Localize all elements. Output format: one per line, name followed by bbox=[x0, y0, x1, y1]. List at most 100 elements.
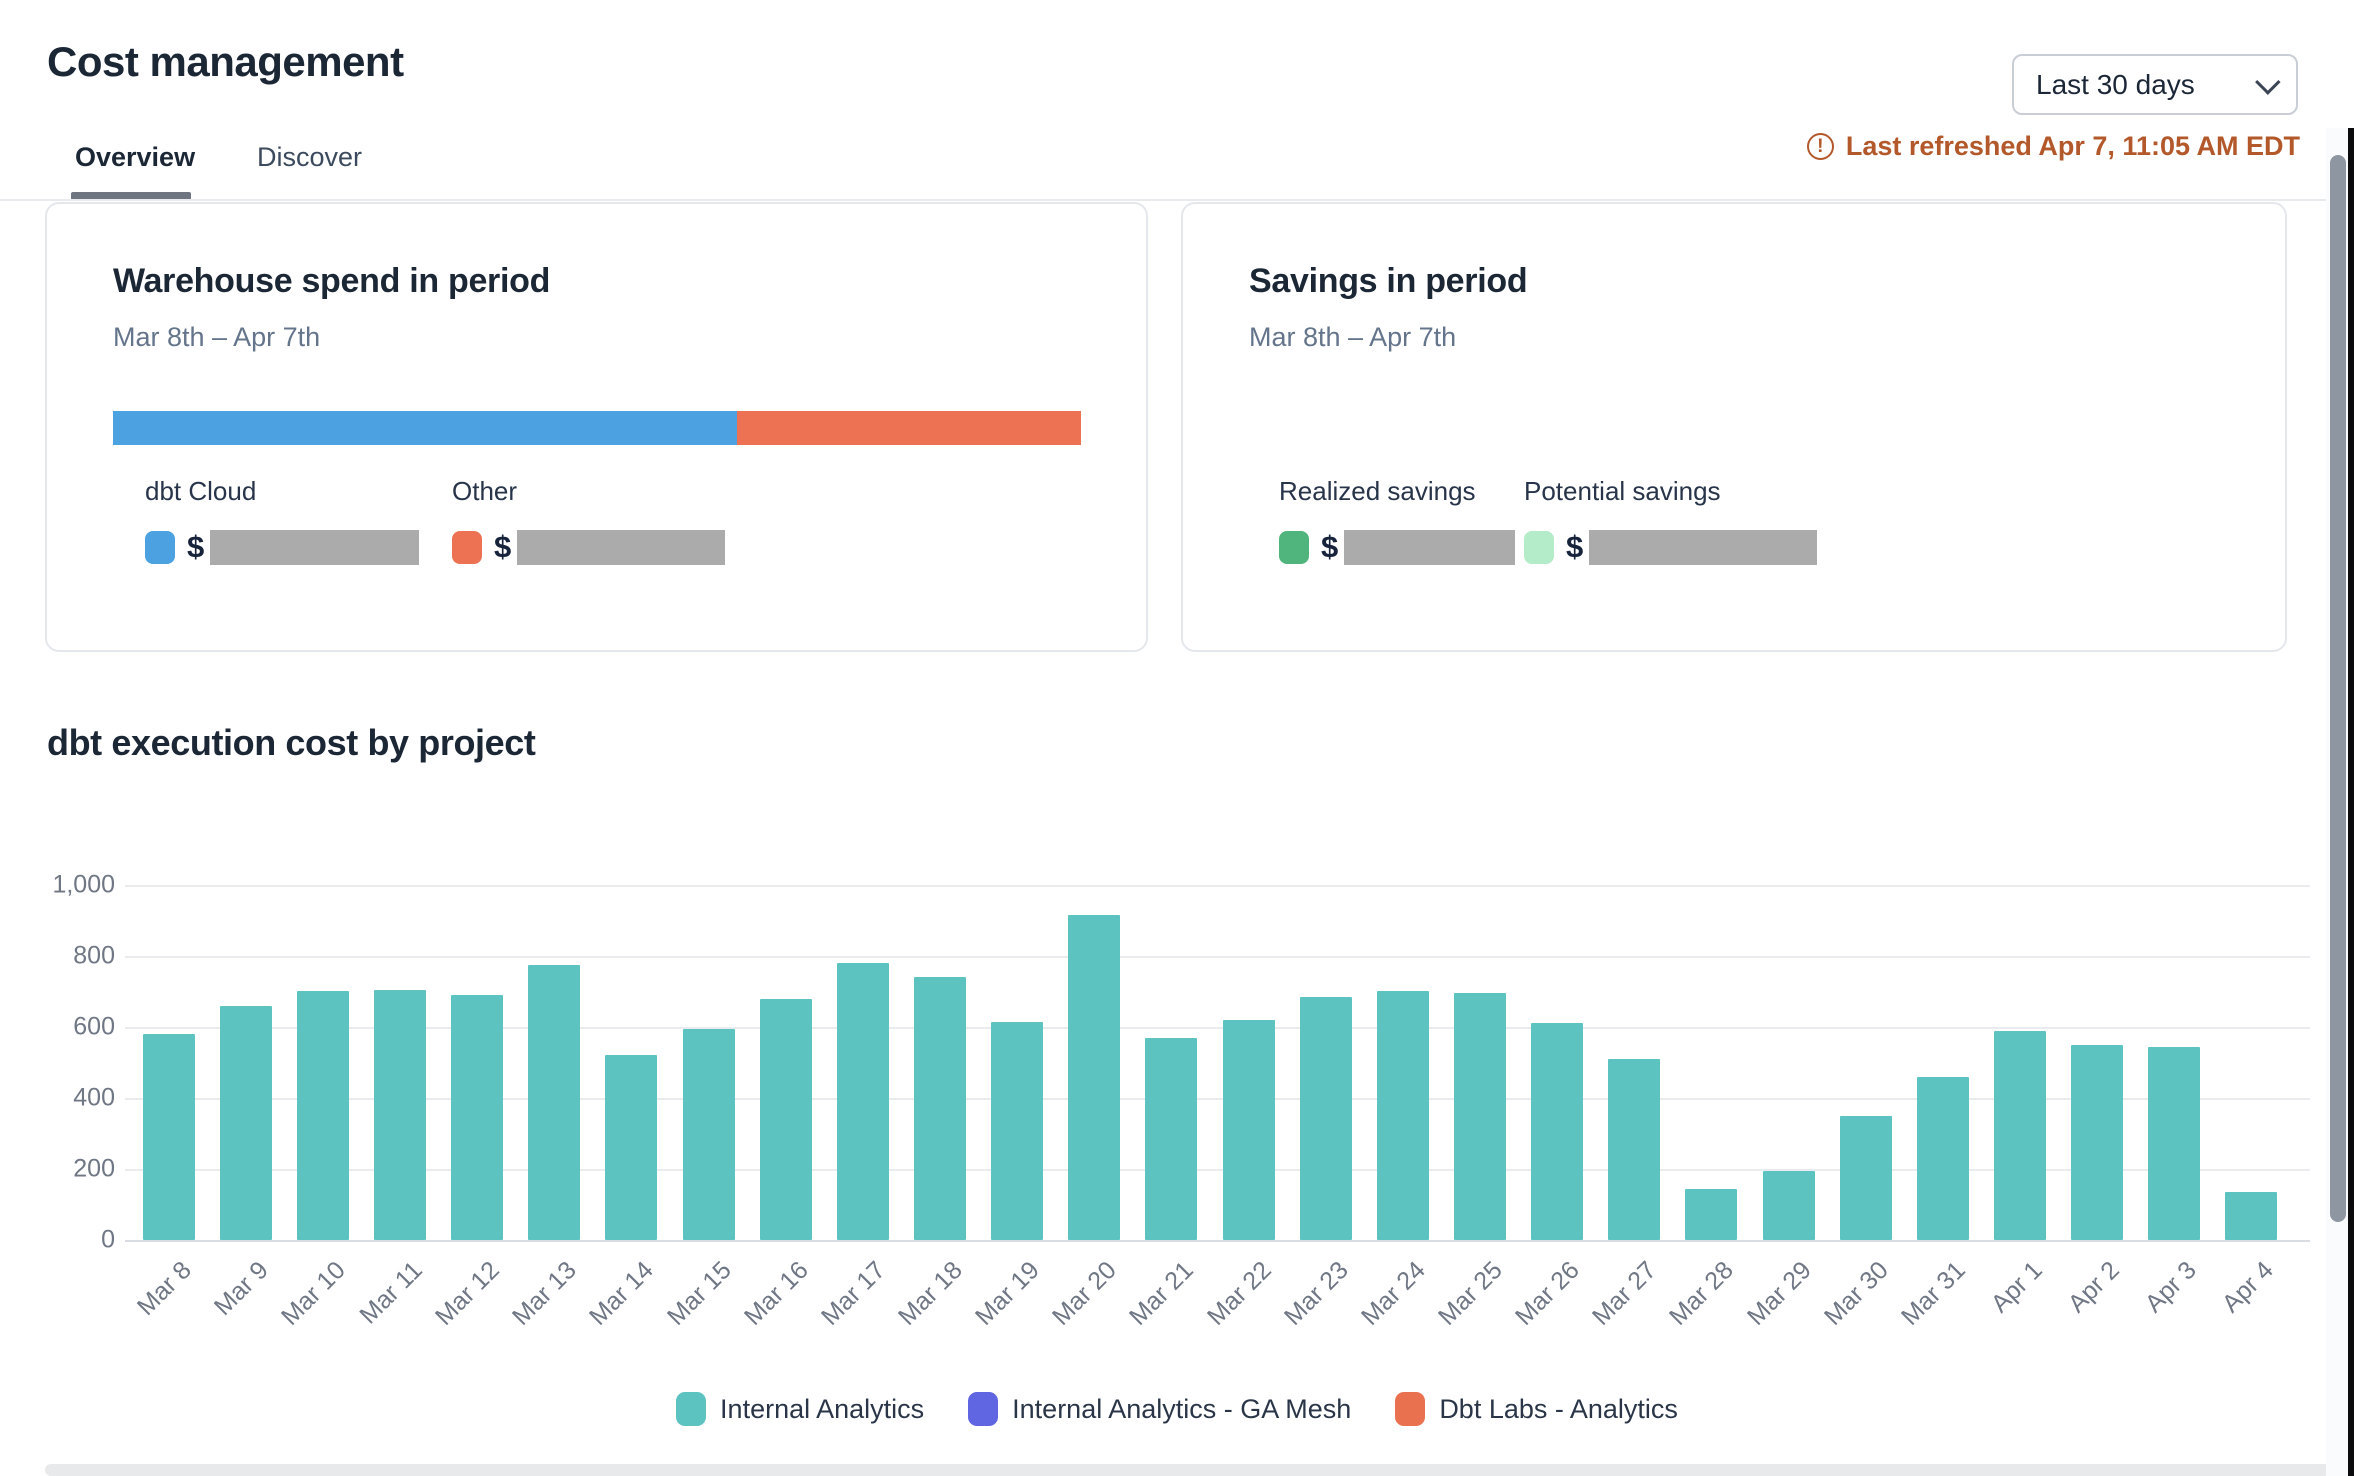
legend-label: Internal Analytics - GA Mesh bbox=[1012, 1393, 1352, 1424]
x-axis-tick-label: Mar 8 bbox=[131, 1256, 197, 1321]
bar-mar-19[interactable] bbox=[991, 1022, 1044, 1240]
x-axis-tick-label: Mar 10 bbox=[275, 1256, 351, 1331]
x-axis-tick-label: Mar 19 bbox=[970, 1256, 1045, 1331]
card-title: Warehouse spend in period bbox=[113, 262, 551, 300]
legend-swatch bbox=[968, 1392, 999, 1426]
stacked-bar-segment[interactable] bbox=[113, 411, 738, 445]
redacted-value bbox=[1589, 529, 1818, 565]
card-title: Savings in period bbox=[1249, 262, 1528, 300]
legend-swatch bbox=[1395, 1392, 1426, 1426]
y-axis-tick-label: 200 bbox=[73, 1154, 115, 1183]
dbt-cloud-swatch bbox=[145, 530, 175, 564]
bar-mar-23[interactable] bbox=[1299, 997, 1352, 1240]
kpi-label: Realized savings bbox=[1279, 476, 1476, 506]
card-date-range: Mar 8th – Apr 7th bbox=[113, 322, 321, 352]
x-axis-tick-label: Mar 17 bbox=[815, 1256, 891, 1331]
currency-symbol: $ bbox=[1566, 529, 1584, 564]
x-axis-tick-label: Mar 23 bbox=[1278, 1256, 1354, 1331]
kpi-label: Potential savings bbox=[1524, 476, 1721, 506]
currency-symbol: $ bbox=[187, 529, 205, 564]
vertical-scrollbar-thumb[interactable] bbox=[2330, 155, 2346, 1222]
bar-mar-10[interactable] bbox=[296, 991, 349, 1240]
kpi-potential-savings: Potential savings $ bbox=[1524, 476, 1818, 565]
x-axis-tick-label: Mar 11 bbox=[354, 1256, 428, 1330]
other-swatch bbox=[452, 530, 482, 564]
x-axis-tick-label: Mar 24 bbox=[1355, 1256, 1431, 1331]
alert-circle-icon: ! bbox=[1806, 133, 1834, 160]
x-axis-tick-label: Mar 29 bbox=[1741, 1256, 1817, 1331]
bar-mar-17[interactable] bbox=[836, 963, 889, 1240]
date-range-value: Last 30 days bbox=[2036, 68, 2195, 100]
y-axis-tick-label: 0 bbox=[101, 1225, 115, 1254]
x-axis-tick-label: Mar 20 bbox=[1047, 1256, 1123, 1331]
chart-legend-item[interactable]: Dbt Labs - Analytics bbox=[1395, 1392, 1678, 1426]
x-axis-tick-label: Mar 27 bbox=[1587, 1256, 1663, 1331]
y-axis-tick-label: 400 bbox=[73, 1083, 115, 1112]
kpi-label: dbt Cloud bbox=[145, 476, 257, 506]
x-axis-tick-label: Mar 30 bbox=[1818, 1256, 1894, 1331]
legend-swatch bbox=[676, 1392, 707, 1426]
warehouse-spend-card: Warehouse spend in period Mar 8th – Apr … bbox=[45, 202, 1148, 652]
x-axis-tick-label: Apr 3 bbox=[2140, 1256, 2203, 1319]
header-divider bbox=[0, 199, 2348, 201]
bar-mar-25[interactable] bbox=[1454, 993, 1506, 1240]
y-axis-tick-label: 1,000 bbox=[52, 870, 115, 899]
bar-apr-4[interactable] bbox=[2225, 1192, 2278, 1240]
spend-stacked-bar[interactable] bbox=[113, 411, 1081, 445]
horizontal-scrollbar[interactable] bbox=[45, 1464, 2330, 1476]
x-axis-tick-label: Mar 18 bbox=[892, 1256, 968, 1331]
tab-discover[interactable]: Discover bbox=[257, 142, 363, 172]
legend-label: Dbt Labs - Analytics bbox=[1439, 1393, 1678, 1424]
redacted-value bbox=[1344, 529, 1516, 565]
bar-mar-14[interactable] bbox=[605, 1055, 658, 1240]
x-axis-tick-label: Mar 31 bbox=[1895, 1256, 1971, 1331]
kpi-other: Other $ bbox=[452, 476, 726, 565]
bar-mar-28[interactable] bbox=[1685, 1189, 1738, 1240]
y-axis-tick-label: 600 bbox=[73, 1012, 115, 1041]
stacked-bar-segment[interactable] bbox=[737, 411, 1081, 445]
x-axis-tick-label: Mar 14 bbox=[584, 1256, 660, 1331]
date-range-dropdown[interactable]: Last 30 days bbox=[2012, 54, 2298, 115]
bar-mar-21[interactable] bbox=[1145, 1038, 1198, 1240]
bar-mar-29[interactable] bbox=[1762, 1171, 1815, 1240]
bar-mar-26[interactable] bbox=[1531, 1023, 1584, 1240]
gridline bbox=[125, 1169, 2310, 1171]
x-axis-tick-label: Apr 1 bbox=[1985, 1256, 2048, 1319]
chart-legend-item[interactable]: Internal Analytics bbox=[676, 1392, 924, 1426]
gridline bbox=[125, 1098, 2310, 1100]
bar-mar-18[interactable] bbox=[914, 977, 966, 1240]
potential-savings-swatch bbox=[1524, 530, 1554, 564]
redacted-value bbox=[517, 529, 726, 565]
bar-mar-24[interactable] bbox=[1376, 991, 1429, 1240]
bar-apr-3[interactable] bbox=[2148, 1047, 2201, 1240]
gridline bbox=[125, 956, 2310, 958]
bar-mar-8[interactable] bbox=[142, 1034, 195, 1240]
bar-mar-16[interactable] bbox=[759, 999, 812, 1240]
tab-overview[interactable]: Overview bbox=[75, 142, 196, 172]
realized-savings-swatch bbox=[1279, 530, 1309, 564]
bar-mar-9[interactable] bbox=[219, 1006, 272, 1240]
x-axis-tick-label: Mar 28 bbox=[1664, 1256, 1740, 1331]
x-axis-tick-label: Mar 9 bbox=[208, 1256, 274, 1321]
chart-legend: Internal Analytics Internal Analytics - G… bbox=[0, 1392, 2354, 1426]
x-axis-tick-label: Mar 15 bbox=[661, 1256, 737, 1331]
bar-mar-11[interactable] bbox=[374, 990, 426, 1240]
bar-mar-15[interactable] bbox=[682, 1029, 735, 1240]
bar-apr-2[interactable] bbox=[2071, 1045, 2124, 1240]
x-axis-tick-label: Mar 25 bbox=[1432, 1256, 1508, 1331]
bar-apr-1[interactable] bbox=[1994, 1031, 2046, 1240]
bar-mar-27[interactable] bbox=[1608, 1059, 1661, 1240]
x-axis-tick-label: Apr 4 bbox=[2217, 1256, 2280, 1319]
kpi-dbt-cloud: dbt Cloud $ bbox=[145, 476, 420, 565]
bar-mar-30[interactable] bbox=[1839, 1116, 1892, 1240]
bar-mar-22[interactable] bbox=[1222, 1020, 1275, 1240]
chart-legend-item[interactable]: Internal Analytics - GA Mesh bbox=[968, 1392, 1351, 1426]
bar-mar-13[interactable] bbox=[528, 965, 581, 1240]
x-axis-tick-label: Mar 12 bbox=[430, 1256, 505, 1331]
bar-mar-20[interactable] bbox=[1068, 915, 1121, 1240]
gridline bbox=[125, 885, 2310, 887]
bar-mar-12[interactable] bbox=[451, 995, 504, 1240]
page-title: Cost management bbox=[47, 38, 404, 85]
bar-mar-31[interactable] bbox=[1916, 1077, 1969, 1240]
